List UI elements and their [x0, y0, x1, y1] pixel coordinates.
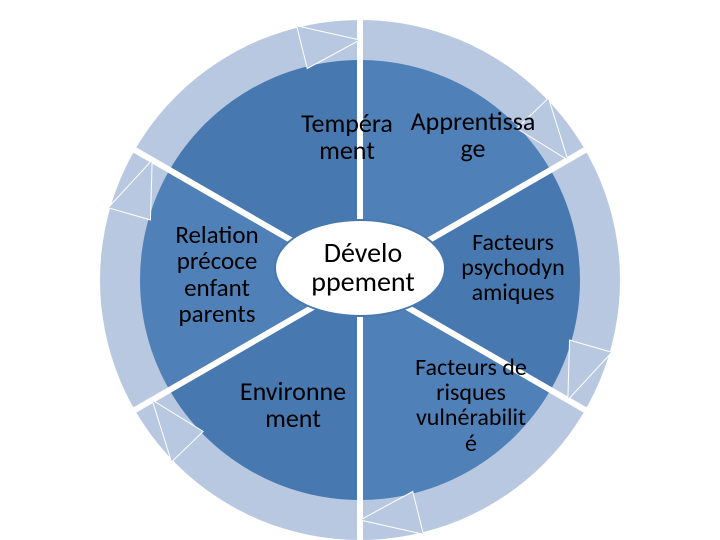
- label-risques: Facteurs de risques vulnérabilit é: [396, 355, 546, 456]
- center-label: Dévelo ppement: [298, 238, 428, 297]
- label-relation: Relation précoce enfant parents: [142, 222, 292, 327]
- label-environnement: Environne ment: [218, 378, 368, 433]
- label-psychodyn: Facteurs psychodyn amiques: [438, 230, 588, 306]
- label-apprentissage: Apprentissa ge: [398, 108, 548, 163]
- diagram-stage: Tempéra ment Apprentissa ge Facteurs psy…: [0, 0, 720, 540]
